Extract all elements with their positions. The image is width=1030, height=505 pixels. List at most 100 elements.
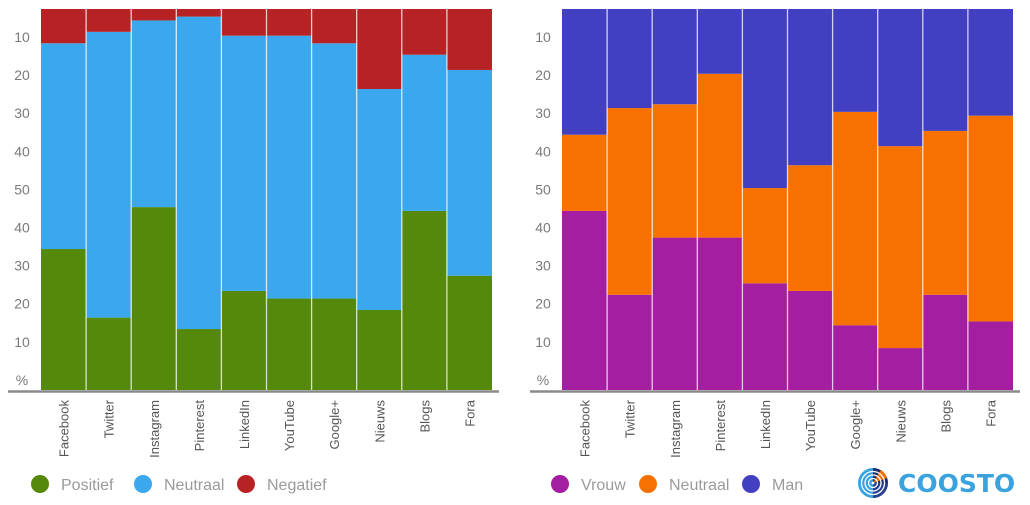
- bar-segment-neutraal-nieuws: [356, 89, 402, 310]
- bar-segment-neutraal-facebook: [41, 43, 87, 250]
- y-tick-label: 10: [14, 29, 30, 45]
- x-tick-label: LinkedIn: [758, 400, 773, 449]
- legend-item-vrouw[interactable]: Vrouw: [551, 475, 626, 494]
- legend-item-negatief[interactable]: Negatief: [237, 475, 327, 494]
- x-tick-label: Pinterest: [192, 400, 207, 452]
- legend-label: Negatief: [267, 477, 327, 494]
- bar-segment-negatief-instagram: [131, 9, 177, 21]
- bar-segment-neutraal-linkedin: [221, 35, 267, 291]
- x-tick-label: YouTube: [803, 400, 818, 451]
- bar-segment-negatief-youtube: [266, 9, 312, 36]
- x-tick-label: Fora: [463, 399, 478, 427]
- bar-segment-neutraal-instagram: [131, 20, 177, 208]
- y-tick-label: 20: [14, 296, 30, 312]
- bar-segment-neutraal-pinterest: [697, 73, 743, 238]
- legend-marker: [639, 475, 657, 493]
- legend-marker: [237, 475, 255, 493]
- bar-segment-neutraal-google: [832, 111, 878, 326]
- x-tick-label: Twitter: [102, 399, 117, 438]
- bar-segment-vrouw-pinterest: [697, 237, 743, 390]
- y-tick-label: 30: [535, 258, 551, 274]
- bar-segment-neutraal-fora: [967, 115, 1013, 322]
- bar-segment-neutraal-youtube: [266, 35, 312, 299]
- bar-segment-neutraal-instagram: [652, 104, 698, 238]
- x-tick-label: Blogs: [938, 400, 953, 433]
- coosto-logo: COOSTO: [858, 468, 1015, 498]
- bar-segment-positief-youtube: [266, 298, 312, 390]
- x-tick-label: Facebook: [578, 400, 593, 458]
- legend: Positief Neutraal Negatief: [31, 475, 327, 494]
- bar-segment-vrouw-nieuws: [877, 348, 923, 390]
- legend-item-neutraal[interactable]: Neutraal: [639, 475, 729, 494]
- y-tick-label: 30: [14, 105, 30, 121]
- bar-segment-positief-linkedin: [221, 290, 267, 390]
- y-tick-label: %: [537, 372, 549, 388]
- legend-label: Positief: [61, 477, 114, 494]
- legend-label: Vrouw: [581, 477, 626, 494]
- legend-marker: [31, 475, 49, 493]
- bar-segment-negatief-pinterest: [176, 9, 222, 17]
- legend: Vrouw Neutraal Man: [551, 475, 803, 494]
- bar-segment-vrouw-instagram: [652, 237, 698, 390]
- chart-1: 10 20 30 40 50 40 30 20 10% Facebook Twitter Instag…: [8, 9, 499, 494]
- x-tick-label: Nieuws: [372, 400, 387, 443]
- bar-segment-man-twitter: [607, 9, 653, 109]
- bar-segment-negatief-google: [311, 9, 357, 44]
- bar-segment-positief-fora: [446, 275, 492, 390]
- bar-segment-neutraal-blogs: [922, 130, 968, 295]
- bar-segment-neutraal-twitter: [86, 31, 132, 318]
- x-tick-label: Pinterest: [713, 400, 728, 452]
- bar-segment-neutraal-fora: [446, 69, 492, 276]
- bar-segment-vrouw-youtube: [787, 290, 833, 390]
- x-tick-label: Instagram: [147, 400, 162, 458]
- bar-segment-neutraal-twitter: [607, 108, 653, 295]
- y-tick-label: 30: [535, 105, 551, 121]
- bar-segment-neutraal-linkedin: [742, 188, 788, 284]
- legend-marker: [742, 475, 760, 493]
- y-tick-label: %: [16, 372, 28, 388]
- bar-segment-neutraal-blogs: [401, 54, 447, 211]
- bar-segment-man-fora: [967, 9, 1013, 116]
- x-tick-label: Fora: [984, 399, 999, 427]
- bar-segment-positief-google: [311, 298, 357, 390]
- x-tick-label: Facebook: [57, 400, 72, 458]
- x-tick-label: Twitter: [623, 399, 638, 438]
- bar-segment-positief-pinterest: [176, 329, 222, 390]
- bar-segment-positief-instagram: [131, 207, 177, 390]
- coosto-radar-icon: [858, 468, 888, 498]
- bar-segment-vrouw-twitter: [607, 294, 653, 390]
- coosto-wordmark: COOSTO: [898, 469, 1015, 498]
- bar-segment-neutraal-nieuws: [877, 146, 923, 349]
- legend-label: Man: [772, 477, 803, 494]
- y-tick-label: 10: [535, 334, 551, 350]
- legend-marker: [134, 475, 152, 493]
- bar-segment-man-blogs: [922, 9, 968, 131]
- bar-segment-neutraal-google: [311, 43, 357, 299]
- y-tick-label: 10: [535, 29, 551, 45]
- y-tick-label: 50: [14, 181, 30, 197]
- bar-segment-vrouw-facebook: [562, 210, 608, 390]
- bar-segment-vrouw-linkedin: [742, 283, 788, 390]
- x-tick-label: Google+: [327, 400, 342, 450]
- bar-segment-man-google: [832, 9, 878, 112]
- y-tick-label: 50: [535, 181, 551, 197]
- y-tick-label: 20: [535, 296, 551, 312]
- bar-segment-vrouw-google: [832, 325, 878, 390]
- x-tick-label: Nieuws: [893, 400, 908, 443]
- y-tick-label: 40: [535, 220, 551, 236]
- bar-segment-positief-twitter: [86, 317, 132, 390]
- bar-segment-man-youtube: [787, 9, 833, 166]
- bar-segment-vrouw-fora: [967, 321, 1013, 390]
- y-tick-label: 20: [535, 67, 551, 83]
- y-tick-label: 40: [14, 220, 30, 236]
- bar-segment-vrouw-blogs: [922, 294, 968, 390]
- bar-segment-neutraal-youtube: [787, 165, 833, 291]
- y-tick-label: 20: [14, 67, 30, 83]
- legend-item-man[interactable]: Man: [742, 475, 803, 494]
- bar-segment-positief-nieuws: [356, 309, 402, 390]
- legend-item-neutraal[interactable]: Neutraal: [134, 475, 224, 494]
- legend-label: Neutraal: [669, 477, 729, 494]
- legend-item-positief[interactable]: Positief: [31, 475, 114, 494]
- y-tick-label: 30: [14, 258, 30, 274]
